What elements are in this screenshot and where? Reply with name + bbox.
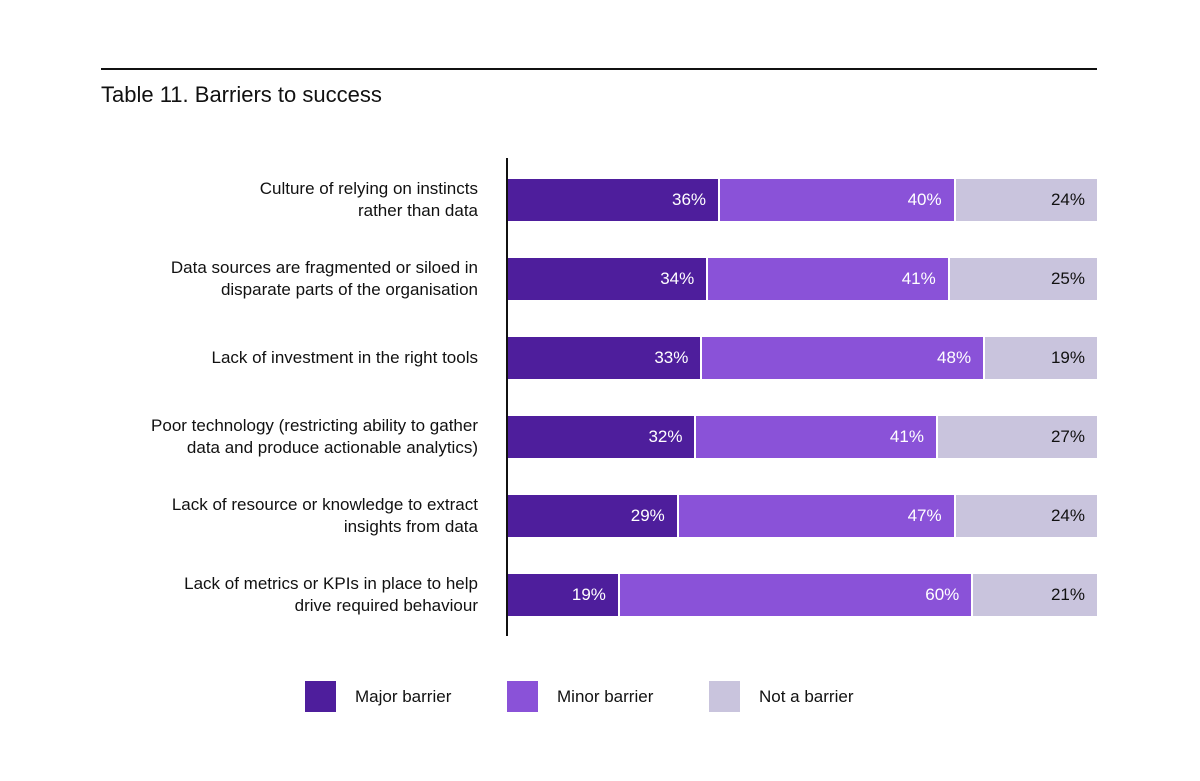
bar-major-barrier: 34%	[508, 258, 709, 300]
bar-row: 32% 41% 27%	[508, 416, 1097, 458]
bar-major-barrier: 33%	[508, 337, 703, 379]
bar-major-barrier: 36%	[508, 179, 721, 221]
category-label-line: Culture of relying on instincts	[259, 179, 478, 198]
data-label: 34%	[660, 269, 695, 288]
bar-minor-barrier: 40%	[720, 179, 956, 221]
category-label-line: Lack of metrics or KPIs in place to help	[184, 574, 478, 593]
legend-swatch	[305, 681, 336, 712]
category-label-line: Data sources are fragmented or siloed in	[170, 258, 478, 277]
legend-item: Major barrier	[305, 681, 451, 712]
bar-not-a-barrier: 19%	[985, 337, 1097, 379]
bar-not-a-barrier: 24%	[955, 495, 1097, 537]
data-label: 41%	[901, 269, 936, 288]
category-label-line: Lack of resource or knowledge to extract	[171, 495, 478, 514]
data-label: 32%	[648, 427, 683, 446]
legend-swatch	[507, 681, 538, 712]
bar-major-barrier: 32%	[508, 416, 697, 458]
bar-major-barrier: 19%	[508, 574, 620, 616]
legend-label: Minor barrier	[557, 686, 654, 706]
data-label: 19%	[1050, 348, 1085, 367]
data-label: 41%	[889, 427, 924, 446]
category-label-line: disparate parts of the organisation	[220, 280, 478, 299]
bar-not-a-barrier: 27%	[937, 416, 1097, 458]
category-label: Lack of resource or knowledge to extract…	[58, 494, 478, 538]
bar-row: 19% 60% 21%	[508, 574, 1097, 616]
category-label: Data sources are fragmented or siloed in…	[58, 257, 478, 301]
bar-minor-barrier: 48%	[702, 337, 986, 379]
bar-not-a-barrier: 21%	[973, 574, 1097, 616]
category-label: Poor technology (restricting ability to …	[58, 415, 478, 459]
data-label: 29%	[630, 506, 665, 525]
bar-not-a-barrier: 24%	[955, 179, 1097, 221]
legend-label: Not a barrier	[759, 686, 854, 706]
category-label-line: data and produce actionable analytics)	[186, 438, 478, 457]
bar-minor-barrier: 41%	[708, 258, 950, 300]
legend-item: Minor barrier	[507, 681, 653, 712]
bar-row: 34% 41% 25%	[508, 258, 1097, 300]
bar-minor-barrier: 41%	[696, 416, 938, 458]
legend-swatch	[709, 681, 740, 712]
data-label: 47%	[907, 506, 942, 525]
data-label: 24%	[1050, 506, 1085, 525]
category-label-line: Poor technology (restricting ability to …	[151, 416, 478, 435]
data-label: 21%	[1050, 585, 1085, 604]
bar-not-a-barrier: 25%	[949, 258, 1097, 300]
bar-minor-barrier: 47%	[678, 495, 956, 537]
category-label-line: rather than data	[357, 201, 478, 220]
bar-row: 29% 47% 24%	[508, 495, 1097, 537]
category-label: Lack of investment in the right tools	[58, 347, 478, 369]
bar-major-barrier: 29%	[508, 495, 679, 537]
data-label: 60%	[925, 585, 960, 604]
data-label: 40%	[907, 190, 942, 209]
data-label: 48%	[937, 348, 972, 367]
category-label-line: drive required behaviour	[294, 596, 478, 615]
category-label: Lack of metrics or KPIs in place to help…	[58, 573, 478, 617]
bar-minor-barrier: 60%	[619, 574, 974, 616]
data-label: 19%	[571, 585, 606, 604]
data-label: 33%	[654, 348, 689, 367]
chart-title: Table 11. Barriers to success	[101, 82, 382, 107]
data-label: 27%	[1050, 427, 1085, 446]
data-label: 24%	[1050, 190, 1085, 209]
category-label-line: insights from data	[343, 517, 478, 536]
category-label: Culture of relying on instincts rather th…	[58, 178, 478, 222]
data-label: 25%	[1050, 269, 1085, 288]
bar-row: 33% 48% 19%	[508, 337, 1097, 379]
legend-item: Not a barrier	[709, 681, 853, 712]
bar-row: 36% 40% 24%	[508, 179, 1097, 221]
y-axis-line	[506, 158, 508, 636]
legend-label: Major barrier	[355, 686, 452, 706]
title-rule	[101, 68, 1097, 70]
data-label: 36%	[672, 190, 707, 209]
category-label-line: Lack of investment in the right tools	[211, 348, 478, 367]
